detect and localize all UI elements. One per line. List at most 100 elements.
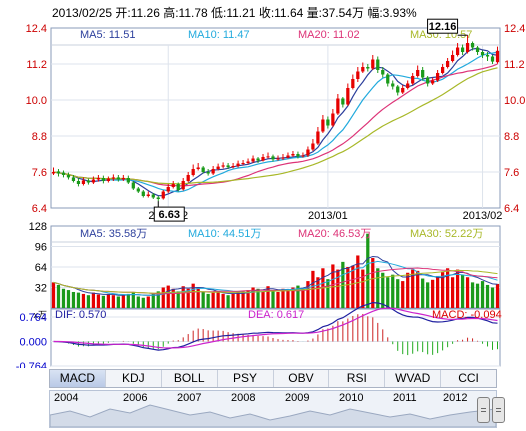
price-tick-left: 8.8 bbox=[32, 131, 47, 143]
navigator-sparkline bbox=[50, 404, 496, 427]
volume-bar bbox=[331, 264, 335, 308]
candle bbox=[171, 181, 175, 189]
candle-body bbox=[166, 187, 170, 192]
candle bbox=[416, 65, 420, 78]
candle bbox=[485, 52, 490, 61]
volume-bar bbox=[336, 269, 340, 308]
volume-bar bbox=[76, 292, 81, 308]
price-tick-right: 10.0 bbox=[504, 95, 525, 107]
candle bbox=[181, 178, 185, 191]
macd-panel-frame bbox=[50, 308, 501, 367]
price-tick-left: 12.4 bbox=[26, 23, 47, 35]
candle-body bbox=[346, 88, 350, 105]
nav-year-2004: 2004 bbox=[54, 392, 79, 404]
candle-body bbox=[331, 113, 335, 126]
candle bbox=[86, 178, 91, 185]
volume-bar bbox=[221, 293, 225, 308]
candle-body bbox=[296, 154, 300, 157]
tab-rsi[interactable]: RSI bbox=[329, 370, 386, 387]
candle-body bbox=[196, 167, 200, 169]
candle bbox=[96, 175, 101, 182]
tab-boll[interactable]: BOLL bbox=[162, 370, 218, 387]
candle bbox=[450, 50, 455, 63]
candle-body bbox=[226, 165, 230, 168]
price-tick-right: 11.2 bbox=[504, 59, 525, 71]
volume-bar bbox=[166, 285, 170, 308]
candle bbox=[406, 80, 410, 90]
candle-body bbox=[71, 177, 76, 181]
price-legend-ma5: MA5: 11.51 bbox=[80, 29, 135, 41]
annotation-box bbox=[427, 18, 459, 34]
candle-body bbox=[96, 178, 101, 180]
candle-body bbox=[311, 143, 315, 150]
candle-body bbox=[241, 163, 245, 164]
candle bbox=[231, 163, 235, 169]
volume-bar bbox=[101, 295, 106, 308]
volume-bar bbox=[271, 290, 275, 308]
candle-body bbox=[411, 76, 415, 84]
volume-bar bbox=[286, 290, 290, 308]
candle bbox=[475, 46, 480, 55]
candle-body bbox=[86, 180, 91, 183]
candle bbox=[196, 163, 200, 171]
candle-body bbox=[81, 180, 86, 184]
candle bbox=[101, 175, 106, 184]
candle bbox=[445, 58, 450, 69]
volume-bar bbox=[436, 275, 440, 308]
volume-bar bbox=[96, 294, 101, 308]
tab-wvad[interactable]: WVAD bbox=[385, 370, 442, 387]
navigator-right-handle[interactable] bbox=[492, 397, 505, 423]
candle bbox=[51, 167, 56, 175]
volume-bar bbox=[450, 277, 455, 308]
candle-body bbox=[495, 50, 500, 63]
candle bbox=[436, 70, 440, 82]
volume-bar bbox=[490, 287, 495, 308]
price-panel-frame bbox=[50, 27, 501, 209]
volume-tick: 64 bbox=[35, 262, 47, 274]
candle bbox=[281, 154, 285, 160]
volume-bar bbox=[246, 290, 250, 308]
candle-body bbox=[460, 47, 465, 52]
candle bbox=[361, 62, 365, 73]
volume-bar bbox=[480, 281, 485, 308]
candle-body bbox=[171, 184, 175, 187]
volume-bar bbox=[156, 291, 160, 308]
candle-body bbox=[450, 55, 455, 61]
tab-obv[interactable]: OBV bbox=[274, 370, 330, 387]
candle-body bbox=[136, 188, 140, 192]
candle-body bbox=[56, 171, 61, 174]
price-legend-ma10: MA10: 11.47 bbox=[188, 29, 250, 41]
range-navigator[interactable]: 2004 2006 2007 2008 2009 2010 2011 2012 bbox=[49, 390, 497, 428]
candle bbox=[396, 85, 400, 96]
candle bbox=[206, 169, 210, 176]
tab-cci[interactable]: CCI bbox=[458, 371, 479, 385]
candle bbox=[116, 175, 120, 182]
candle bbox=[291, 151, 295, 157]
candle-body bbox=[291, 154, 295, 156]
candle-body bbox=[181, 181, 185, 190]
candle bbox=[356, 67, 360, 82]
candle bbox=[366, 64, 370, 72]
price-tick-right: 6.4 bbox=[504, 203, 519, 215]
volume-bar bbox=[346, 267, 350, 308]
tab-macd[interactable]: MACD bbox=[50, 370, 106, 387]
macd-tick: 0.764 bbox=[19, 312, 47, 324]
navigator-left-handle[interactable] bbox=[477, 397, 490, 423]
volume-tick: 32 bbox=[35, 283, 47, 295]
tab-kdj[interactable]: KDJ bbox=[106, 370, 162, 387]
tab-psy[interactable]: PSY bbox=[218, 370, 274, 387]
volume-bar bbox=[306, 281, 310, 308]
candle bbox=[211, 166, 215, 175]
candle bbox=[76, 178, 81, 187]
volume-bar bbox=[266, 286, 270, 308]
price-tick-right: 8.8 bbox=[504, 131, 519, 143]
volume-bar bbox=[146, 296, 150, 308]
candle bbox=[306, 146, 310, 157]
volume-bar bbox=[426, 282, 430, 308]
candle-body bbox=[406, 83, 410, 88]
volume-bar bbox=[256, 288, 260, 308]
candle bbox=[241, 160, 245, 166]
candle-body bbox=[490, 56, 495, 62]
candle-body bbox=[261, 157, 265, 161]
candle bbox=[156, 196, 160, 202]
